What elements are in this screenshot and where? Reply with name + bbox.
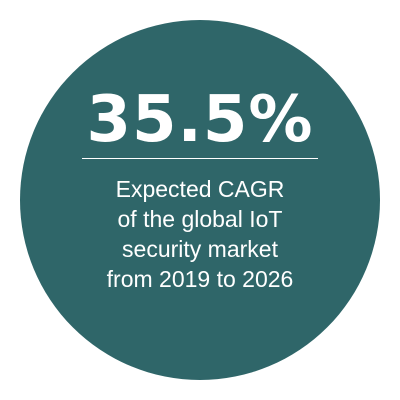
- stat-caption: Expected CAGR of the global IoT security…: [0, 174, 400, 294]
- stat-circle: [20, 20, 380, 380]
- caption-line: Expected CAGR: [115, 176, 285, 202]
- stat-value: 35.5%: [86, 83, 314, 157]
- caption-line: from 2019 to 2026: [106, 266, 294, 292]
- divider-line: [82, 158, 318, 159]
- caption-line: of the global IoT: [117, 206, 283, 232]
- caption-line: security market: [122, 236, 278, 262]
